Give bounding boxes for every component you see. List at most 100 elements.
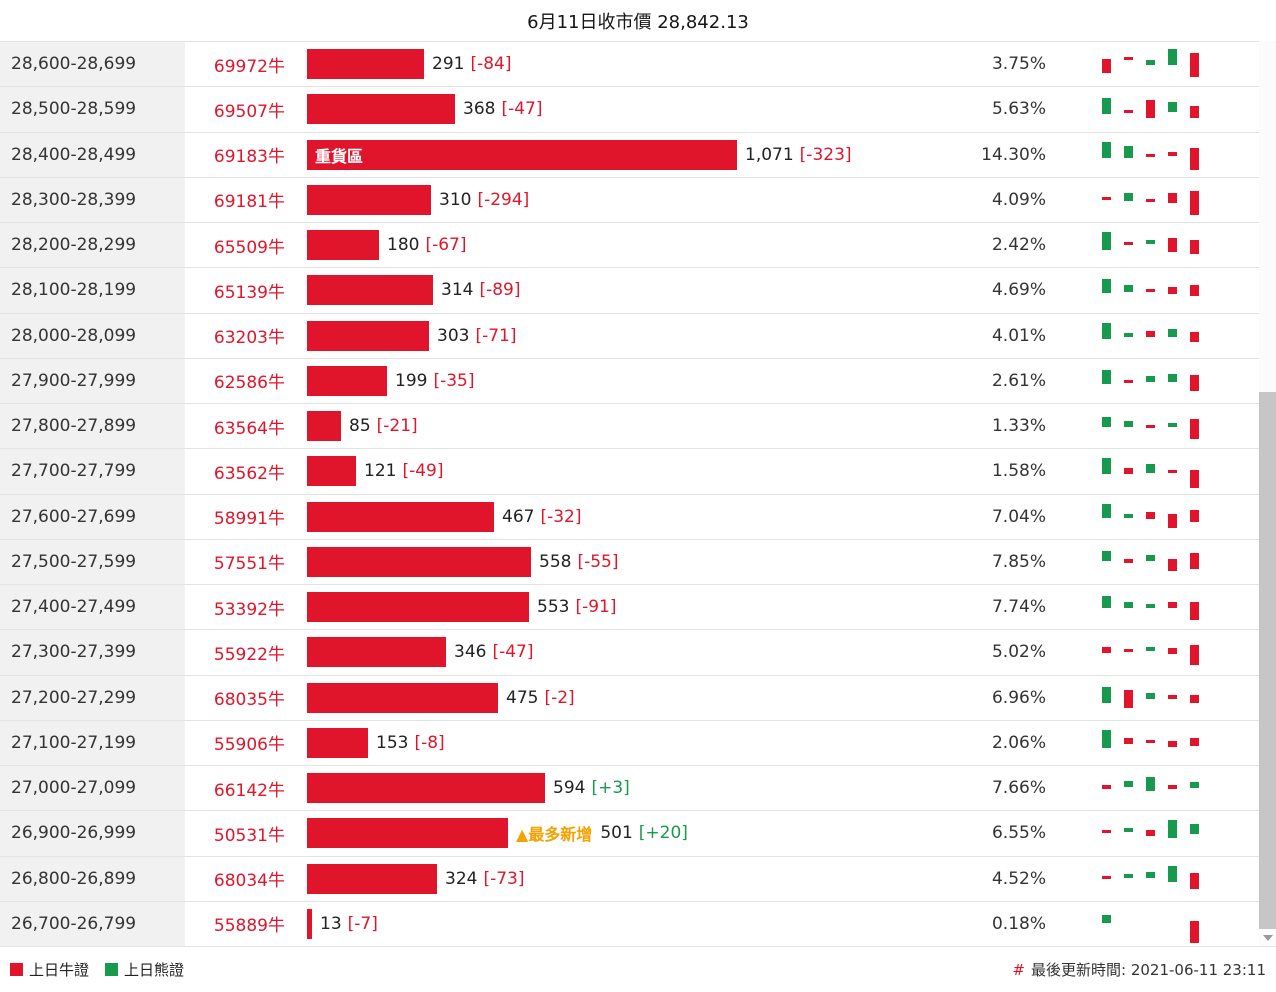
bar-cell: 346 [-47] [285, 630, 936, 674]
volume-label: 199 [-35] [395, 371, 474, 391]
bar-cell: 553 [-91] [285, 585, 936, 629]
spark-bar [1168, 470, 1177, 474]
bar-cell: 199 [-35] [285, 359, 936, 403]
spark-bar [1168, 287, 1177, 295]
spark-bar [1190, 509, 1199, 522]
spark-bar [1102, 830, 1111, 834]
cbbc-code[interactable]: 55922牛 [213, 644, 285, 665]
scrollbar[interactable] [1259, 41, 1276, 946]
scrollbar-down-button[interactable] [1259, 929, 1276, 946]
volume-value: 121 [364, 461, 397, 482]
spark-bar [1146, 554, 1155, 561]
cbbc-code[interactable]: 68034牛 [213, 871, 285, 892]
spark-bar [1190, 645, 1199, 666]
volume-label: 368 [-47] [463, 99, 542, 119]
price-range: 28,100-28,199 [0, 268, 185, 313]
cbbc-code[interactable]: 62586牛 [213, 373, 285, 394]
spark-bar [1146, 240, 1155, 244]
volume-value: 1,071 [745, 144, 794, 165]
cbbc-code[interactable]: 63562牛 [213, 463, 285, 484]
volume-value: 558 [539, 551, 572, 572]
spark-bar [1146, 647, 1155, 652]
scrollbar-thumb[interactable] [1259, 392, 1276, 929]
cbbc-code[interactable]: 69507牛 [213, 101, 285, 122]
spark-bar [1146, 604, 1155, 608]
cbbc-code[interactable]: 69972牛 [213, 56, 285, 77]
spark-chart [1102, 543, 1212, 583]
volume-value: 314 [441, 280, 474, 301]
cbbc-code[interactable]: 55906牛 [213, 735, 285, 756]
volume-change: [-49] [402, 461, 444, 482]
spark-bar [1168, 238, 1177, 252]
volume-value: 553 [537, 597, 570, 618]
cbbc-code[interactable]: 58991牛 [213, 509, 285, 530]
table-row: 28,500-28,599 69507牛 368 [-47] 5.63% [0, 87, 1276, 133]
volume-bar [307, 230, 379, 261]
volume-change: [-7] [347, 913, 378, 934]
volume-label: 346 [-47] [454, 642, 533, 662]
volume-bar [307, 320, 429, 351]
spark-cell [1046, 404, 1276, 448]
spark-bar [1168, 151, 1177, 156]
spark-bar [1102, 232, 1111, 250]
pct-share: 6.55% [991, 823, 1046, 844]
bar-cell: 180 [-67] [285, 223, 936, 267]
spark-bar [1190, 552, 1199, 569]
spark-cell [1046, 721, 1276, 765]
spark-bar [1168, 785, 1177, 789]
cbbc-code[interactable]: 55889牛 [213, 916, 285, 937]
spark-bar [1168, 513, 1177, 528]
volume-change: [-47] [501, 99, 543, 120]
spark-chart [1102, 136, 1212, 176]
spark-chart [1102, 814, 1212, 854]
table-row: 26,800-26,899 68034牛 324 [-73] 4.52% [0, 856, 1276, 902]
cbbc-code[interactable]: 68035牛 [213, 690, 285, 711]
bar-cell: ▲最多新增 501 [+20] [285, 811, 936, 855]
volume-value: 303 [437, 325, 470, 346]
volume-value: 13 [320, 913, 342, 934]
bear-color-swatch [105, 963, 119, 976]
bar-cell: 291 [-84] [285, 42, 936, 86]
last-updated: # 最後更新時間: 2021-06-11 23:11 [1012, 959, 1266, 980]
pct-share: 6.96% [991, 687, 1046, 708]
volume-change: [-89] [479, 280, 521, 301]
bar-cell: 310 [-294] [285, 178, 936, 222]
spark-bar [1190, 374, 1199, 391]
spark-bar [1146, 777, 1155, 791]
spark-cell [1046, 540, 1276, 584]
legend-bull: 上日牛證 [10, 959, 89, 980]
legend: 上日牛證 上日熊證 [10, 959, 184, 980]
cbbc-code[interactable]: 65509牛 [213, 237, 285, 258]
cbbc-code[interactable]: 66142牛 [213, 780, 285, 801]
volume-label: 594 [+3] [553, 778, 630, 798]
spark-bar [1124, 689, 1133, 708]
spark-bar [1190, 694, 1199, 703]
volume-change: [+20] [638, 823, 688, 844]
cbbc-code[interactable]: 65139牛 [213, 282, 285, 303]
volume-value: 594 [553, 778, 586, 799]
cbbc-code[interactable]: 63203牛 [213, 328, 285, 349]
price-range: 28,000-28,099 [0, 313, 185, 358]
price-range: 27,900-27,999 [0, 358, 185, 403]
cbbc-code[interactable]: 63564牛 [213, 418, 285, 439]
volume-change: [-91] [575, 597, 617, 618]
table-row: 27,700-27,799 63562牛 121 [-49] 1.58% [0, 449, 1276, 495]
spark-bar [1190, 737, 1199, 746]
pct-share: 4.52% [991, 868, 1046, 889]
spark-bar [1102, 98, 1111, 115]
spark-bar [1190, 147, 1199, 170]
spark-chart [1102, 226, 1212, 266]
pct-share: 1.33% [991, 416, 1046, 437]
cbbc-code[interactable]: 69181牛 [213, 192, 285, 213]
spark-bar [1190, 920, 1199, 943]
cbbc-code[interactable]: 57551牛 [213, 554, 285, 575]
cbbc-code[interactable]: 50531牛 [213, 825, 285, 846]
cbbc-code[interactable]: 53392牛 [213, 599, 285, 620]
volume-bar [307, 456, 356, 487]
pct-share: 7.66% [991, 778, 1046, 799]
cbbc-code[interactable]: 69183牛 [213, 147, 285, 168]
bar-cell: 594 [+3] [285, 766, 936, 810]
volume-bar [307, 727, 368, 758]
volume-bar [307, 49, 424, 80]
spark-bar [1146, 100, 1155, 119]
